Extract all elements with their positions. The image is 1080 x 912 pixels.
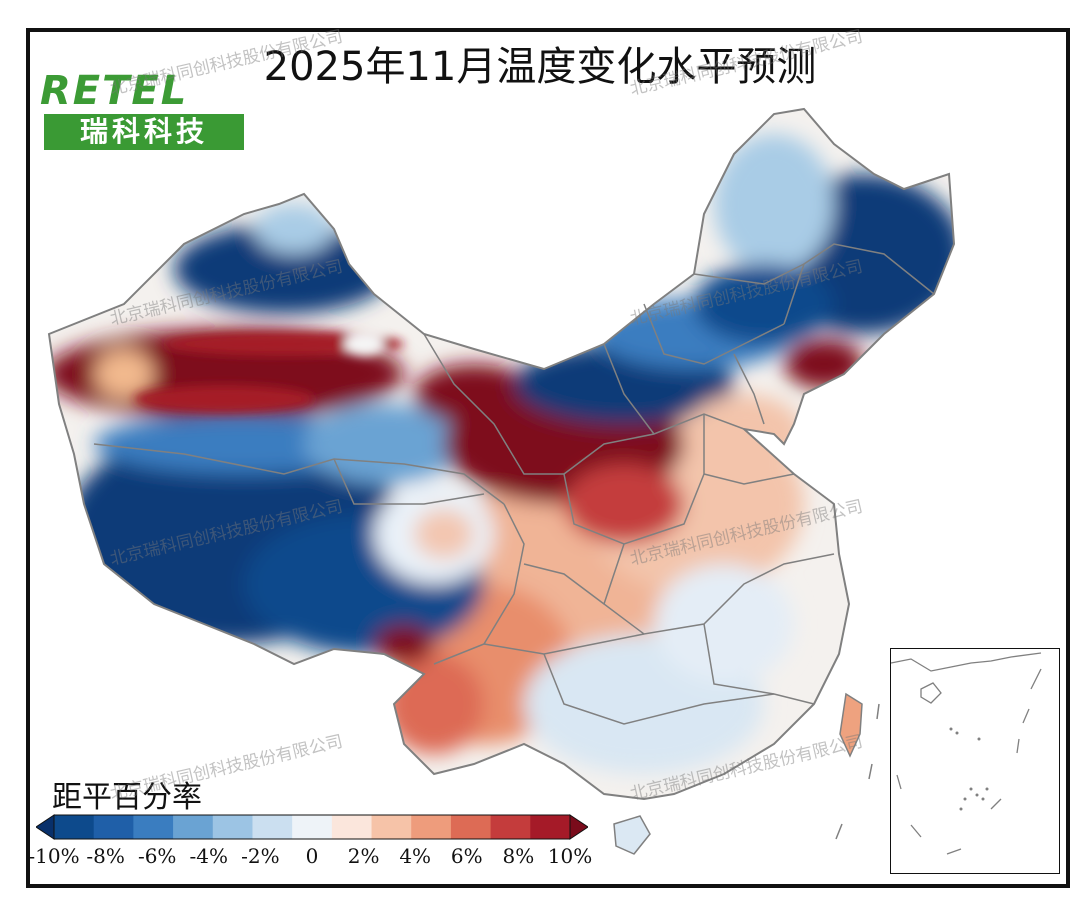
colorbar-tick-label: -4% <box>189 844 229 868</box>
colorbar-max-arrow <box>569 814 588 840</box>
legend-colorbar <box>36 814 588 840</box>
colorbar-segment <box>133 815 174 839</box>
colorbar-tick-label: 2% <box>347 844 380 868</box>
colorbar-tick-label: 8% <box>502 844 535 868</box>
inset-map <box>890 652 1042 855</box>
colorbar-segment <box>292 815 333 839</box>
province-borders <box>47 107 956 801</box>
colorbar-tick-label: -8% <box>86 844 125 868</box>
map-title: 2025年11月温度变化水平预测 <box>263 44 817 90</box>
colorbar-segment <box>530 815 571 839</box>
colorbar-segment <box>93 815 134 839</box>
retel-logo: RETEL 瑞科科技 <box>40 50 250 154</box>
colorbar-segment <box>54 815 95 839</box>
colorbar-segment <box>411 815 452 839</box>
colorbar-segment <box>173 815 214 839</box>
colorbar-tick-label: 0 <box>305 844 319 868</box>
colorbar-tick-label: -2% <box>241 844 280 868</box>
temperature-map <box>47 107 956 855</box>
colorbar-tick-label: 10% <box>547 844 593 868</box>
islands <box>613 692 863 855</box>
colorbar-segment <box>450 815 492 839</box>
colorbar-tick-label: 6% <box>450 844 483 868</box>
colorbar-segment <box>252 815 293 839</box>
colorbar-tick-label: -10% <box>28 844 80 868</box>
logo-chinese-text: 瑞科科技 <box>44 114 244 150</box>
colorbar-tick-label: 4% <box>399 844 432 868</box>
legend-ticks: -10% -8% -6% -4% -2% 0 2% 4% 6% 8% 10% <box>28 844 592 874</box>
colorbar-segment <box>331 815 373 839</box>
colorbar-min-arrow <box>36 814 55 840</box>
colorbar-segment <box>490 815 531 839</box>
colorbar-outline <box>53 814 571 840</box>
legend-title: 距平百分率 <box>52 780 202 815</box>
logo-english-text: RETEL <box>40 68 189 114</box>
map-frame <box>26 28 1070 888</box>
colorbar-tick-label: -6% <box>137 844 177 868</box>
colorbar-segment <box>212 815 253 839</box>
south-china-sea-inset <box>890 648 1060 874</box>
nine-dash-line <box>835 703 880 840</box>
colorbar-segment <box>371 815 412 839</box>
